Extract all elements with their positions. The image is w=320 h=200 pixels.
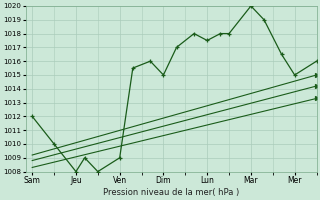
X-axis label: Pression niveau de la mer( hPa ): Pression niveau de la mer( hPa )	[103, 188, 239, 197]
